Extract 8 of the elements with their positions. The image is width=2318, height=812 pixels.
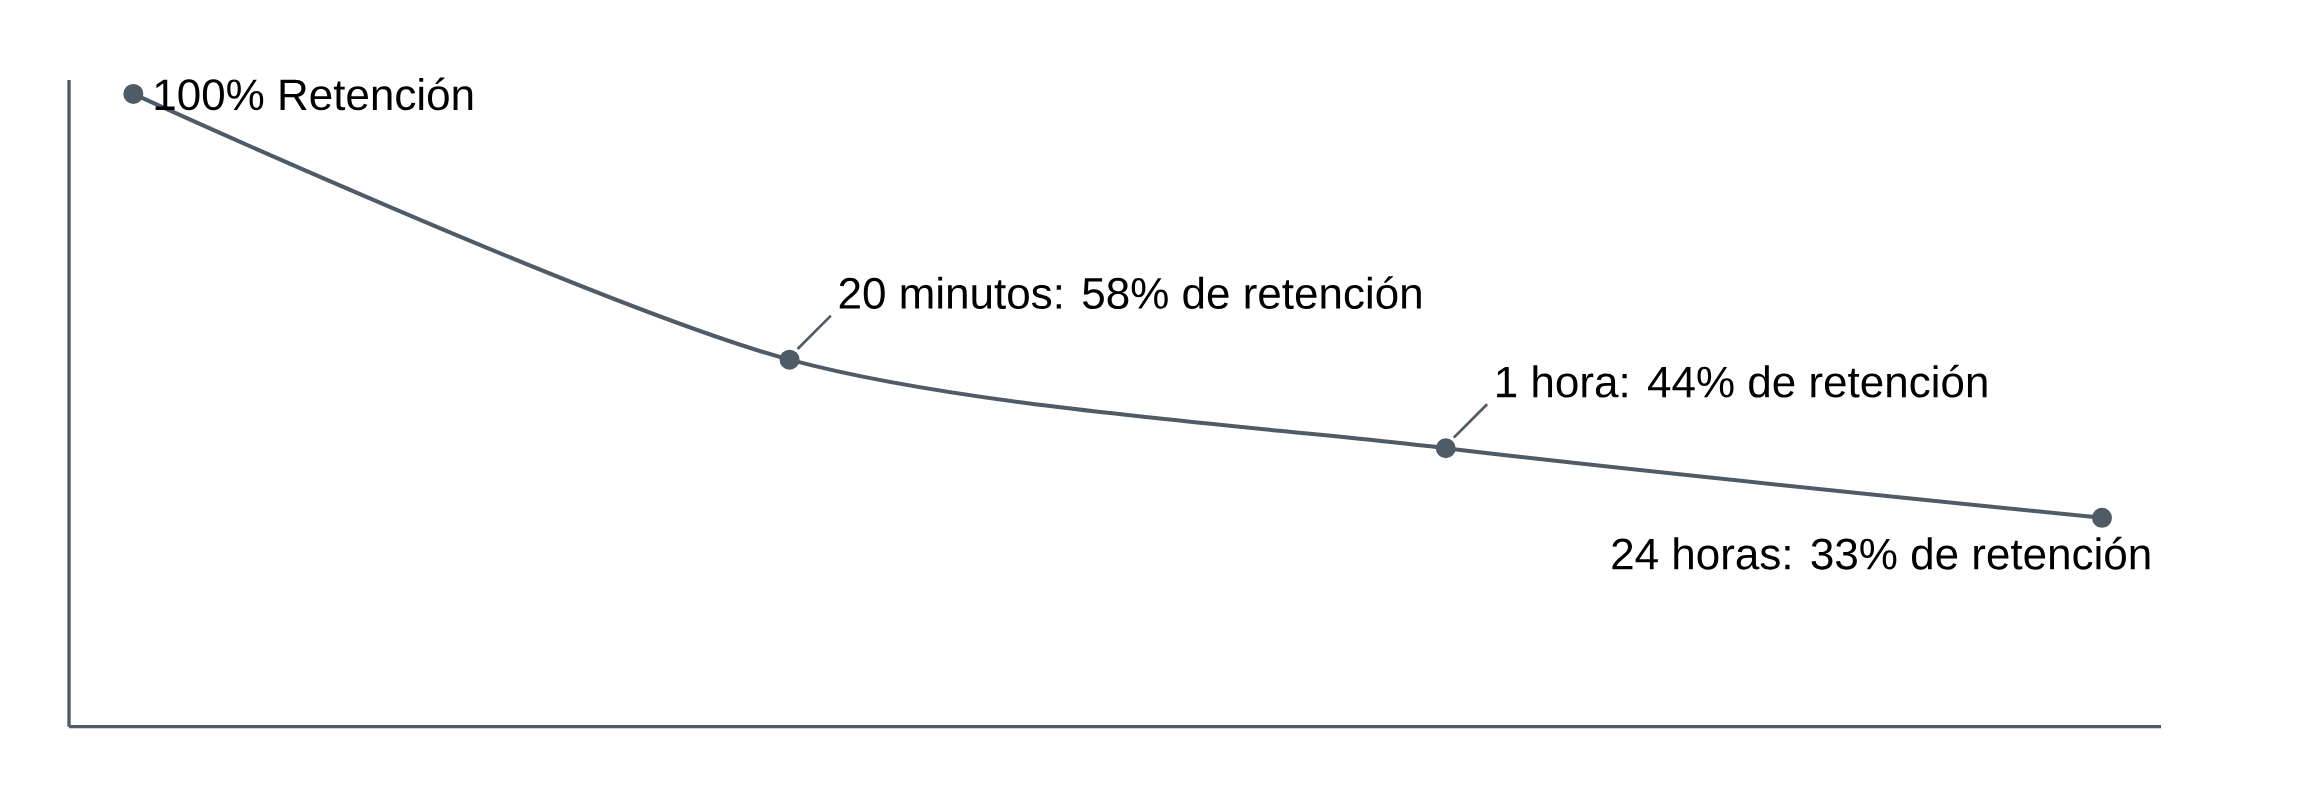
point bbox=[2091, 507, 2112, 528]
data-label: 100% Retención bbox=[155, 77, 473, 111]
point bbox=[779, 349, 800, 370]
point bbox=[123, 83, 144, 104]
data-label: 24 horas: 33% de retención bbox=[1612, 536, 2150, 570]
data-label: 20 minutos: 58% de retención bbox=[839, 276, 1421, 310]
point bbox=[1435, 438, 1456, 459]
data-label: 1 hora: 44% de retención bbox=[1497, 364, 1987, 398]
